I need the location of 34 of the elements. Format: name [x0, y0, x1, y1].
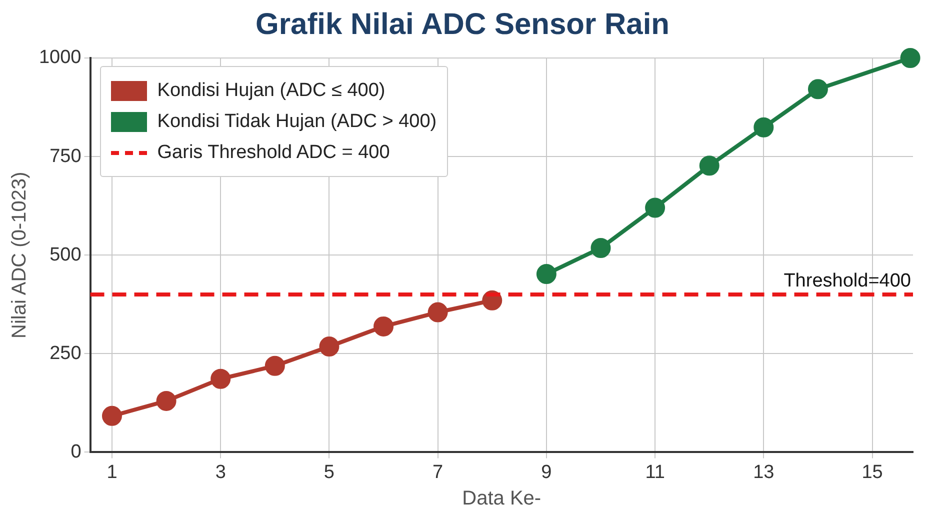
x-tick-label: 9: [541, 462, 552, 483]
point: [590, 238, 611, 258]
legend-label: Kondisi Tidak Hujan (ADC > 400): [157, 110, 437, 132]
point: [319, 336, 340, 357]
point: [102, 406, 122, 426]
chart-title: Grafik Nilai ADC Sensor Rain: [254, 8, 670, 42]
ref-line-label: Threshold=400: [784, 270, 911, 292]
y-axis-title: Nilai ADC (0-1023): [8, 172, 31, 338]
point: [156, 390, 176, 411]
point: [536, 264, 556, 284]
x-tick-label: 15: [862, 462, 883, 483]
x-tick-label: 7: [432, 462, 444, 483]
x-tick-label: 3: [215, 462, 226, 483]
y-tick-label: 750: [50, 146, 82, 167]
point: [699, 156, 720, 176]
x-axis-title: Data Ke-: [462, 488, 542, 510]
x-tick-label: 1: [106, 462, 118, 483]
y-tick-label: 500: [50, 244, 82, 266]
legend-label: Kondisi Hujan (ADC ≤ 400): [157, 80, 386, 102]
point: [900, 48, 920, 68]
point: [754, 117, 774, 138]
y-tick-label: 0: [70, 441, 82, 462]
point: [808, 79, 828, 100]
x-tick-label: 13: [753, 462, 774, 483]
y-tick-label: 1000: [38, 47, 82, 68]
point: [210, 368, 231, 389]
point: [264, 356, 285, 376]
point: [374, 316, 394, 336]
y-tick-label: 250: [50, 342, 82, 364]
x-tick-label: 11: [645, 462, 665, 483]
point: [428, 302, 448, 322]
annotation: Garis Threshold ADC = 400: [157, 142, 390, 164]
point: [645, 198, 666, 218]
x-tick-label: 5: [324, 462, 334, 483]
